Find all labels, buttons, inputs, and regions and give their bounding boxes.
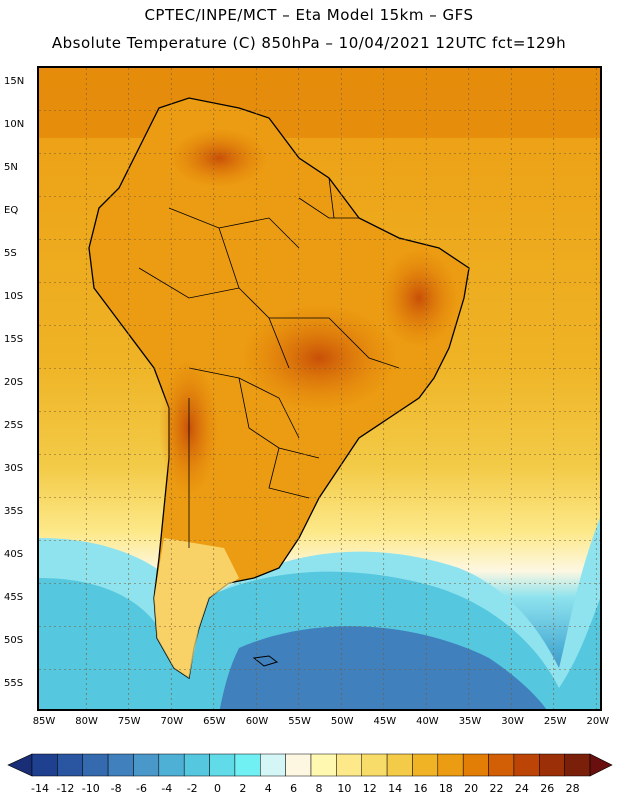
colorbar-swatch [386,753,413,777]
temperature-map [39,68,600,709]
colorbar-tick-label: 12 [362,782,377,795]
colorbar-swatch [285,753,312,777]
latitude-label: 5S [4,248,17,259]
latitude-label: 50S [4,635,24,646]
latitude-label: 15S [4,334,24,345]
longitude-label: 60W [245,716,269,727]
colorbar-tick-label: -8 [110,782,122,795]
latitude-label: 20S [4,377,24,388]
colorbar-tick-label: -12 [56,782,75,795]
colorbar-tick-label: -4 [161,782,173,795]
colorbar-swatch [31,753,58,777]
latitude-label: 55S [4,678,24,689]
colorbar-swatch [488,753,515,777]
colorbar-swatch [209,753,236,777]
colorbar-tick-label: -2 [186,782,198,795]
colorbar-tick-label: 28 [565,782,580,795]
falkland-islands [252,655,279,667]
map-title-line2: Absolute Temperature (C) 850hPa – 10/04/… [51,34,567,52]
colorbar-tick-label: 16 [413,782,428,795]
colorbar-swatch [133,753,160,777]
hot-zone-northeast [379,248,459,348]
latitude-label: 25S [4,420,24,431]
longitude-label: 80W [75,716,98,727]
colorbar-swatch [82,753,109,777]
colorbar-swatch [513,753,540,777]
latitude-label: 30S [4,463,24,474]
graticule [39,68,600,709]
colorbar-tick-label: 22 [489,782,504,795]
hot-zone-brazil-center [239,303,399,413]
colorbar-tick-label: 20 [464,782,479,795]
colorbar-swatch [107,753,134,777]
longitude-label: 50W [330,716,354,727]
map-title-line1: CPTEC/INPE/MCT – Eta Model 15km – GFS [144,6,474,24]
longitude-label: 30W [501,716,524,727]
cold-band-deep [219,626,547,709]
colorbar-tick-label: 0 [214,782,222,795]
longitude-label: 20W [586,716,610,727]
colorbar-tick-label: 18 [438,782,453,795]
warm-north-band [39,68,600,138]
latitude-label: 10S [4,291,24,302]
latitude-label: 45S [4,592,24,603]
colorbar-swatch [183,753,210,777]
longitude-label: 70W [160,716,184,727]
colorbar-tick-label: -6 [135,782,147,795]
colorbar-tick-label: 10 [337,782,352,795]
longitude-label: 25W [543,716,567,727]
colorbar-swatch [539,753,565,777]
colorbar-swatch [310,753,337,777]
colorbar-over-triangle [589,753,613,777]
latitude-label: 10N [4,119,25,130]
longitude-label: 85W [32,716,56,727]
colorbar-swatch [462,753,489,777]
longitude-label: 45W [373,716,397,727]
colorbar-swatch [412,753,439,777]
latitude-label: 40S [4,549,24,560]
longitude-label: 65W [203,716,226,727]
longitude-label: 75W [117,716,141,727]
colorbar-tick-label: 14 [388,782,403,795]
colorbar-swatch [361,753,388,777]
colorbar-under-triangle [7,753,33,777]
colorbar-swatch [57,753,83,777]
country-borders [138,177,400,548]
colorbar-tick-label: -14 [31,782,49,795]
longitude-label: 55W [288,716,311,727]
longitude-label: 40W [416,716,439,727]
colorbar-tick-label: 6 [290,782,298,795]
hot-zone-venezuela [169,128,269,188]
colorbar-tick-label: 2 [239,782,247,795]
longitude-label: 35W [458,716,482,727]
latitude-label: 5N [4,162,18,173]
colorbar-swatch [234,753,261,777]
colorbar-swatch [437,753,464,777]
patagonia-cool [154,538,239,678]
latitude-label: EQ [4,205,19,216]
colorbar-tick-label: 24 [514,782,529,795]
colorbar-tick-label: 26 [540,782,555,795]
colorbar-swatch [564,753,591,777]
colorbar-swatch [158,753,185,777]
colorbar-swatch [260,753,286,777]
map-frame [37,66,602,711]
colorbar-tick-label: 4 [264,782,272,795]
colorbar-tick-label: -10 [81,782,100,795]
colorbar-tick-label: 8 [315,782,323,795]
latitude-label: 35S [4,506,24,517]
colorbar-swatch [336,753,362,777]
latitude-label: 15N [4,76,25,87]
colorbar [7,753,613,777]
